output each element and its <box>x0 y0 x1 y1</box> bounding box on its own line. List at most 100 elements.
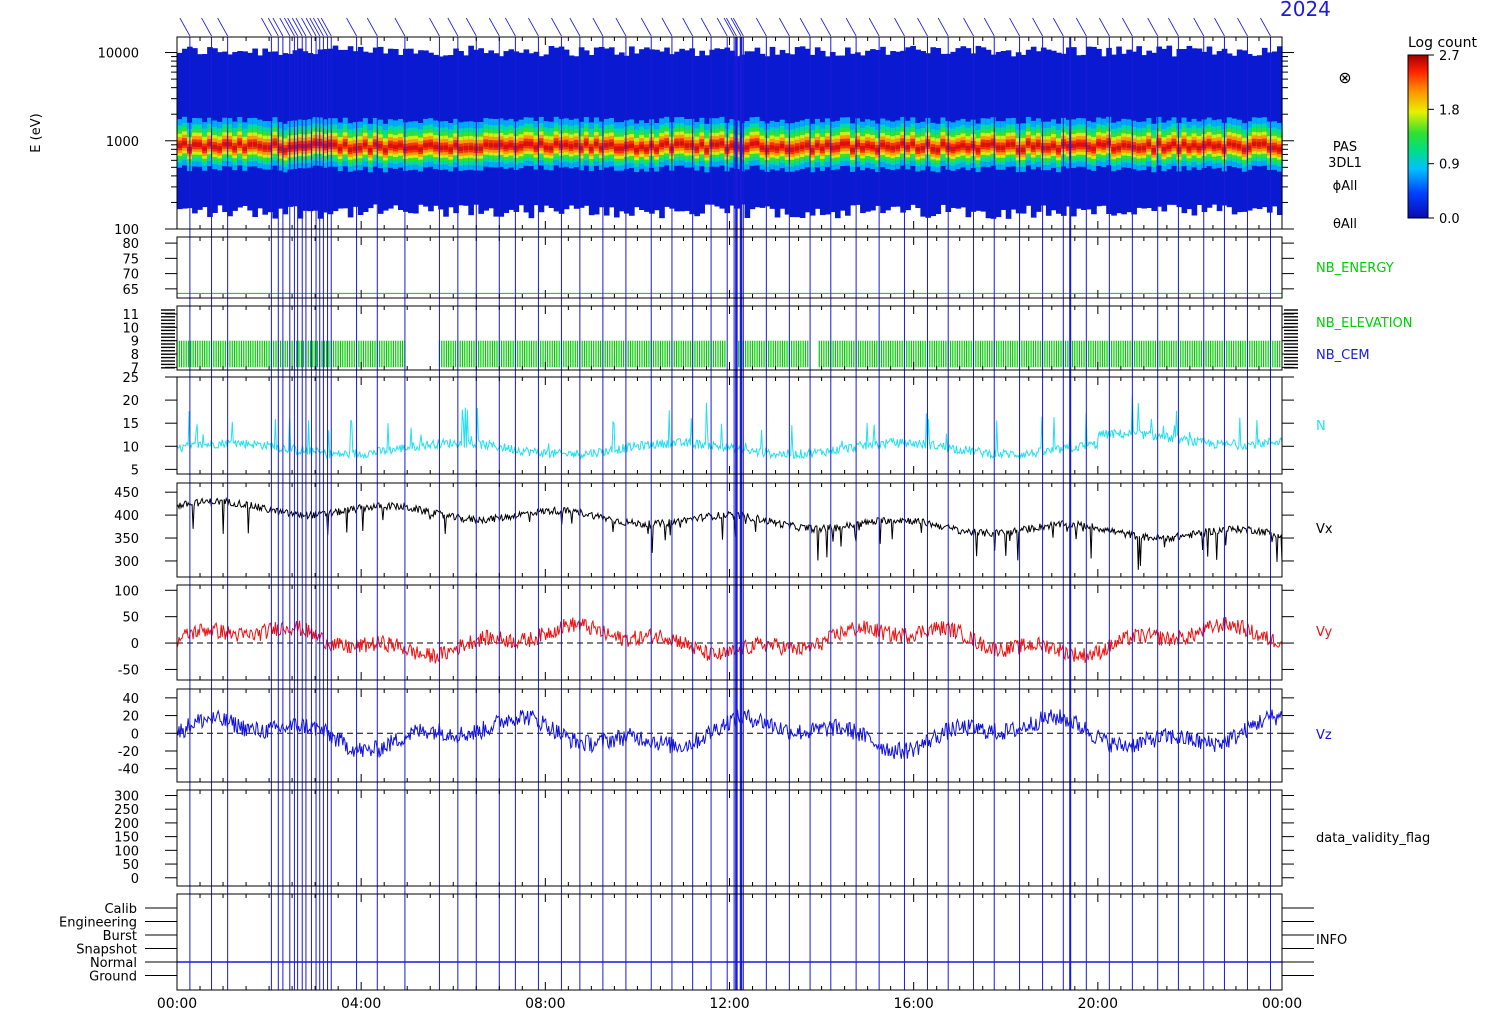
spectro-band <box>950 146 957 152</box>
spectro-band <box>578 146 585 151</box>
marker-label-stroke <box>465 17 477 37</box>
spectro-band <box>960 143 967 148</box>
spectro-band <box>217 146 223 151</box>
spectro-band <box>523 141 530 146</box>
marker-label-stroke <box>346 17 357 37</box>
spectro-band <box>533 145 540 150</box>
colorbar: Log count 2.7 1.8 0.9 0.0 <box>1407 35 1477 227</box>
y-tick-label: 1000 <box>106 135 139 150</box>
spectro-band <box>443 145 449 150</box>
spectro-band <box>548 146 555 151</box>
colorbar-title: Log count <box>1408 35 1477 51</box>
spectro-band <box>342 142 349 147</box>
y-tick-label: 400 <box>114 509 139 524</box>
y-tick-label: 40 <box>122 692 139 707</box>
spectro-right-label: 3DL1 <box>1328 156 1362 171</box>
marker-label-stroke <box>700 17 712 37</box>
marker-label-stroke <box>1147 17 1159 37</box>
spectro-band <box>1136 146 1142 151</box>
y-tick-label: 450 <box>114 486 139 501</box>
spectro-band <box>1241 147 1248 152</box>
spectro-band <box>267 145 274 150</box>
spectro-band <box>312 141 319 146</box>
spectro-band <box>1206 141 1213 147</box>
y-tick-label: 7 <box>131 361 139 376</box>
y-tick-label: 50 <box>122 858 139 873</box>
spectro-band <box>453 143 459 148</box>
spectro-band <box>694 146 700 151</box>
spectro-band <box>845 141 851 146</box>
y-tick-label: 70 <box>122 268 139 283</box>
spectro-band <box>272 141 279 146</box>
marker-label-stroke <box>279 17 291 37</box>
marker-label-stroke <box>301 17 312 37</box>
spectro-band <box>377 143 384 149</box>
spectro-band <box>1231 142 1238 148</box>
y-tick-label: 25 <box>122 371 139 386</box>
legend-nb-elevation: NB_ELEVATION <box>1316 316 1413 331</box>
spectro-band <box>483 142 490 147</box>
spectro-band <box>1176 147 1183 152</box>
spectro-band <box>408 145 414 151</box>
spectro-band <box>850 147 856 153</box>
spectro-band <box>392 144 399 150</box>
spectro-band <box>553 141 560 146</box>
spectro-band <box>413 145 419 150</box>
spectro-band <box>418 147 424 152</box>
marker-lines <box>189 37 1271 990</box>
spectro-band <box>498 142 505 148</box>
y-tick-label: 9 <box>131 335 139 350</box>
spectro-band <box>423 143 429 148</box>
spectro-band <box>543 145 550 150</box>
spectro-band <box>563 142 570 147</box>
y-axis-label: E (eV) <box>29 113 44 152</box>
spectro-band <box>1020 147 1027 153</box>
marker-label-stroke <box>394 17 406 37</box>
spectro-band <box>995 145 1002 150</box>
spectro-band <box>302 144 309 149</box>
marker-labels-top <box>179 17 1271 37</box>
spectro-band <box>1071 143 1077 149</box>
spectro-band <box>1076 142 1082 147</box>
marker-label-stroke <box>272 17 284 37</box>
spectro-band <box>1266 145 1273 151</box>
marker-label-stroke <box>313 17 324 37</box>
spectro-band <box>1276 147 1283 152</box>
spectro-band <box>588 146 595 152</box>
marker-label-stroke <box>261 17 272 37</box>
spectro-band <box>719 141 726 146</box>
spectro-band <box>382 148 389 153</box>
panel-frame-info <box>176 893 1283 991</box>
marker-label-stroke <box>201 17 212 37</box>
marker-label-stroke <box>447 17 459 37</box>
marker-label-stroke <box>615 17 627 37</box>
y-tick-label: 100 <box>114 223 139 238</box>
spectro-band <box>197 142 203 147</box>
legend-vy: Vy <box>1316 625 1333 640</box>
y-tick-label: 50 <box>122 611 139 626</box>
marker-label-stroke <box>291 17 303 37</box>
spectro-band <box>297 143 304 149</box>
spectro-band <box>1111 146 1117 152</box>
spectro-band <box>468 145 474 150</box>
spectro-band <box>292 144 299 150</box>
spectro-band <box>749 141 756 146</box>
spectro-band <box>337 146 344 152</box>
marker-label-stroke <box>317 17 328 37</box>
spectro-band <box>624 144 630 150</box>
spectro-band <box>915 147 921 152</box>
spectro-band <box>367 148 374 153</box>
spectro-band <box>930 147 937 152</box>
marker-label-stroke <box>1260 17 1271 37</box>
y-tick-label: 100 <box>114 844 139 859</box>
spectro-band <box>684 143 690 148</box>
time-tick-label: 16:00 <box>893 996 933 1012</box>
spectro-band <box>754 141 761 146</box>
marker-label-stroke <box>820 17 832 37</box>
time-tick-label: 00:00 <box>157 996 197 1012</box>
spectro-band <box>357 145 364 151</box>
spectro-band <box>834 145 841 150</box>
spectro-band <box>608 142 615 147</box>
spectro-band <box>603 143 610 148</box>
spectro-band <box>905 145 911 150</box>
